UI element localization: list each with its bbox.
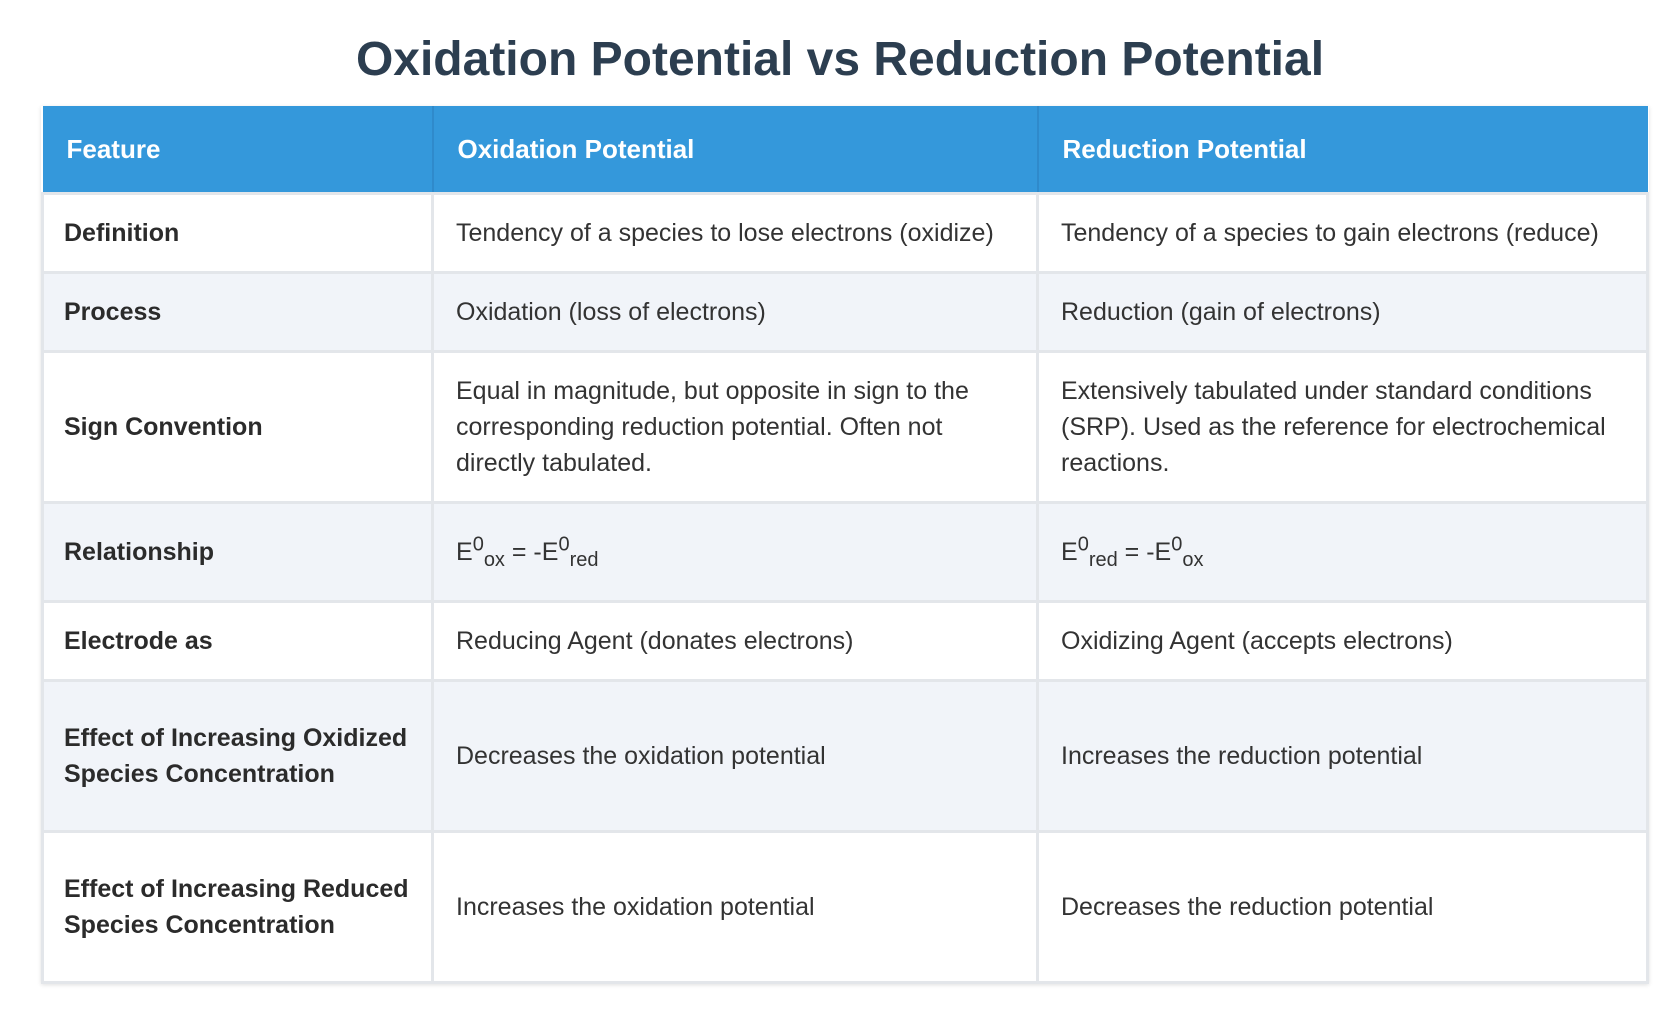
table-row: Relationship E0ox = -E0red E0red = -E0ox — [41, 501, 1649, 603]
table-row: Electrode as Reducing Agent (donates ele… — [41, 600, 1649, 682]
formula-operator: = - — [1117, 537, 1155, 566]
feature-cell: Effect of Increasing Oxidized Species Co… — [41, 679, 434, 833]
table-row: Effect of Increasing Oxidized Species Co… — [41, 679, 1649, 833]
reduction-formula-cell: E0red = -E0ox — [1036, 501, 1649, 603]
oxidation-cell: Increases the oxidation potential — [431, 830, 1039, 984]
feature-cell: Relationship — [41, 501, 434, 603]
oxidation-formula-cell: E0ox = -E0red — [431, 501, 1039, 603]
table-row: Definition Tendency of a species to lose… — [41, 192, 1649, 274]
table-row: Effect of Increasing Reduced Species Con… — [41, 830, 1649, 984]
header-feature: Feature — [42, 106, 434, 194]
formula-superscript: 0 — [558, 533, 570, 556]
formula-symbol: E — [1154, 537, 1172, 566]
formula-operator: = - — [504, 537, 542, 566]
header-reduction-potential: Reduction Potential — [1037, 106, 1648, 194]
formula-subscript: ox — [1182, 548, 1204, 571]
feature-cell: Effect of Increasing Reduced Species Con… — [41, 830, 434, 984]
oxidation-relationship-formula: E0ox = -E0red — [456, 533, 598, 570]
table-header-row: Feature Oxidation Potential Reduction Po… — [42, 106, 1648, 194]
formula-subscript: ox — [483, 548, 505, 571]
formula-subscript: red — [1088, 548, 1118, 571]
formula-superscript: 0 — [472, 533, 484, 556]
reduction-cell: Increases the reduction potential — [1036, 679, 1649, 833]
formula-superscript: 0 — [1171, 533, 1183, 556]
feature-cell: Electrode as — [41, 600, 434, 682]
feature-cell: Process — [41, 271, 434, 353]
reduction-cell: Decreases the reduction potential — [1036, 830, 1649, 984]
header-oxidation-potential: Oxidation Potential — [432, 106, 1039, 194]
reduction-cell: Oxidizing Agent (accepts electrons) — [1036, 600, 1649, 682]
feature-cell: Sign Convention — [41, 350, 434, 504]
oxidation-cell: Reducing Agent (donates electrons) — [431, 600, 1039, 682]
oxidation-cell: Equal in magnitude, but opposite in sign… — [431, 350, 1039, 504]
formula-superscript: 0 — [1077, 533, 1089, 556]
feature-cell: Definition — [41, 192, 434, 274]
oxidation-cell: Tendency of a species to lose electrons … — [431, 192, 1039, 274]
table-row: Process Oxidation (loss of electrons) Re… — [41, 271, 1649, 353]
reduction-relationship-formula: E0red = -E0ox — [1061, 533, 1203, 570]
formula-symbol: E — [1061, 537, 1078, 566]
page-title: Oxidation Potential vs Reduction Potenti… — [355, 33, 1325, 86]
table-row: Sign Convention Equal in magnitude, but … — [41, 350, 1649, 504]
formula-symbol: E — [456, 537, 473, 566]
formula-subscript: red — [569, 548, 599, 571]
formula-symbol: E — [541, 537, 559, 566]
oxidation-cell: Oxidation (loss of electrons) — [431, 271, 1039, 353]
reduction-cell: Tendency of a species to gain electrons … — [1036, 192, 1649, 274]
reduction-cell: Reduction (gain of electrons) — [1036, 271, 1649, 353]
reduction-cell: Extensively tabulated under standard con… — [1036, 350, 1649, 504]
comparison-table: Feature Oxidation Potential Reduction Po… — [41, 106, 1649, 984]
oxidation-cell: Decreases the oxidation potential — [431, 679, 1039, 833]
